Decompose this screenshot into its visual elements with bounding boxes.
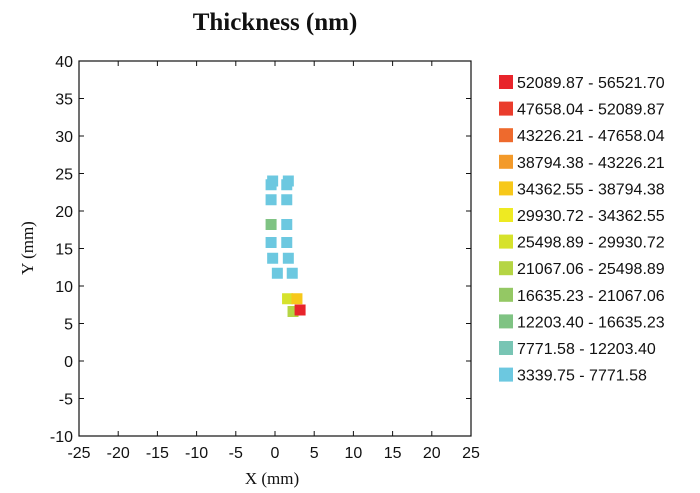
y-tick-label: 40 [55,54,73,71]
legend-swatch [499,208,513,222]
data-point [291,293,303,305]
y-tick-label: -5 [59,392,73,409]
legend-label: 29930.72 - 34362.55 [517,208,665,225]
y-tick-label: 30 [55,129,73,146]
legend-swatch [499,101,513,116]
legend-label: 21067.06 - 25498.89 [517,261,665,278]
data-point [294,304,306,316]
data-point [265,237,277,248]
legend-label: 47658.04 - 52089.87 [517,102,665,119]
legend-swatch [499,154,513,169]
legend-label: 12203.40 - 16635.23 [517,314,665,331]
legend-label: 43226.21 - 47658.04 [517,128,665,145]
x-tick-label: 0 [271,445,280,462]
data-point [281,179,293,191]
y-tick-label: 15 [55,242,73,259]
legend-label: 25498.89 - 29930.72 [517,235,665,252]
chart-title: Thickness (nm) [193,9,358,36]
y-tick-label: -10 [50,429,73,446]
x-tick-label: 10 [345,445,363,462]
x-tick-label: 20 [423,445,441,462]
data-point [281,194,293,206]
legend-swatch [499,287,513,302]
legend-label: 34362.55 - 38794.38 [517,181,665,198]
plot-area: -25 -20 -15 -10 -5 0 5 10 15 20 25 -10 -5 0 5 10 15 20 25 3… [50,54,480,462]
data-point [271,267,283,279]
y-axis-label: Y (mm) [18,221,37,275]
legend-label: 38794.38 - 43226.21 [517,155,665,172]
y-tick-label: 10 [55,279,73,296]
data-point [287,306,299,317]
x-tick-label: -15 [146,445,169,462]
legend-label: 7771.58 - 12203.40 [517,341,656,358]
x-tick-label: -20 [107,445,130,462]
x-tick-label: 15 [384,445,402,462]
x-tick-label: -5 [229,445,243,462]
data-point [265,179,277,191]
y-tick-label: 20 [55,204,73,221]
legend-swatch [499,261,513,276]
x-axis-label: X (mm) [245,469,299,488]
legend-swatch [499,234,513,249]
data-point [281,237,293,248]
y-tick-label: 25 [55,167,73,184]
y-tick-label: 5 [64,317,73,334]
data-point [282,293,294,305]
data-point [282,252,294,264]
data-point [281,219,293,230]
legend: 52089.87 - 56521.70 47658.04 - 52089.87 43… [499,75,665,385]
legend-swatch [499,75,513,89]
data-point [265,194,277,206]
legend-label: 16635.23 - 21067.06 [517,288,665,305]
x-tick-label: -25 [67,445,90,462]
x-tick-label: -10 [185,445,208,462]
x-tick-label: 5 [310,445,319,462]
plot-frame [78,60,472,437]
data-point [286,267,298,279]
legend-swatch [499,128,513,143]
legend-swatch [499,367,513,382]
legend-swatch [499,314,513,329]
data-point [267,252,279,264]
y-tick-label: 35 [55,92,73,109]
legend-swatch [499,341,513,355]
legend-label: 52089.87 - 56521.70 [517,75,665,92]
data-point [265,219,277,230]
x-tick-label: 25 [462,445,480,462]
legend-swatch [499,181,513,196]
y-tick-label: 0 [64,354,73,371]
legend-label: 3339.75 - 7771.58 [517,368,647,385]
